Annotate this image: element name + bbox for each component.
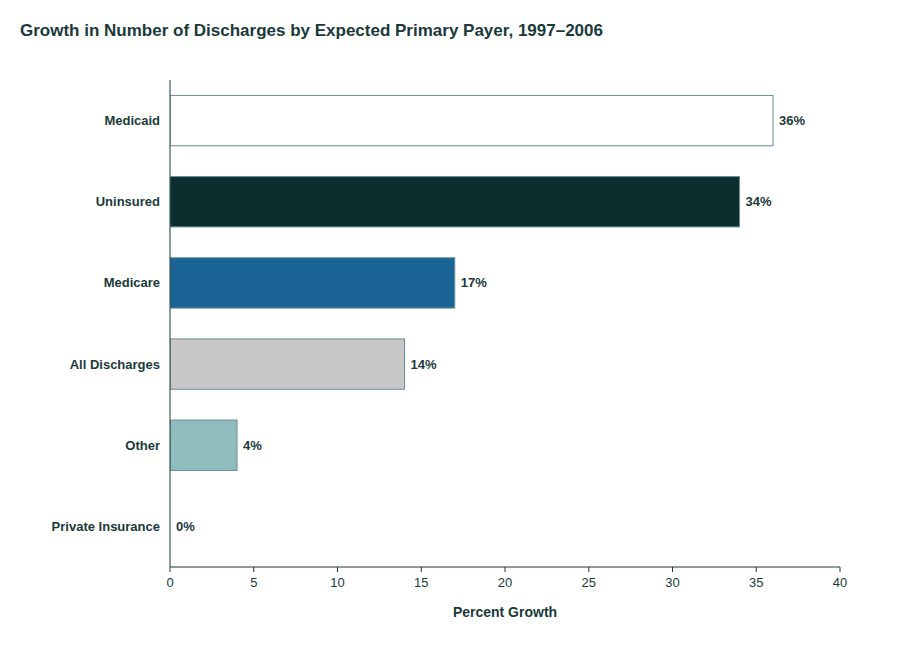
bar [170, 420, 237, 470]
x-tick-label: 35 [749, 575, 763, 590]
x-tick [170, 567, 171, 572]
category-label: Other [125, 438, 160, 453]
data-label: 0% [176, 519, 195, 534]
data-label: 36% [779, 113, 805, 128]
bars [170, 95, 773, 470]
x-tick [672, 567, 673, 572]
x-tick-label: 30 [665, 575, 679, 590]
x-tick [505, 567, 506, 572]
x-tick-label: 40 [833, 575, 847, 590]
x-tick-label: 0 [166, 575, 173, 590]
bar [170, 258, 455, 308]
x-tick-label: 15 [414, 575, 428, 590]
data-label: 17% [461, 275, 487, 290]
x-tick [588, 567, 589, 572]
data-label: 14% [411, 357, 437, 372]
x-tick-label: 10 [330, 575, 344, 590]
category-label: Private Insurance [52, 519, 160, 534]
data-label: 4% [243, 438, 262, 453]
y-axis-line [170, 80, 171, 567]
category-label: All Discharges [70, 357, 160, 372]
chart: Growth in Number of Discharges by Expect… [0, 0, 900, 647]
category-label: Medicare [104, 275, 160, 290]
bar [170, 339, 405, 389]
x-tick [756, 567, 757, 572]
x-tick [840, 567, 841, 572]
category-label: Medicaid [104, 113, 160, 128]
x-tick-label: 5 [250, 575, 257, 590]
category-label: Uninsured [96, 194, 160, 209]
x-tick-label: 25 [582, 575, 596, 590]
x-tick [421, 567, 422, 572]
x-tick [253, 567, 254, 572]
title: Growth in Number of Discharges by Expect… [20, 21, 603, 40]
bar [170, 177, 740, 227]
data-label: 34% [746, 194, 772, 209]
x-axis-label: Percent Growth [453, 604, 557, 620]
x-tick [337, 567, 338, 572]
x-tick-label: 20 [498, 575, 512, 590]
chart-container: Growth in Number of Discharges by Expect… [0, 0, 900, 647]
bar [170, 95, 773, 145]
